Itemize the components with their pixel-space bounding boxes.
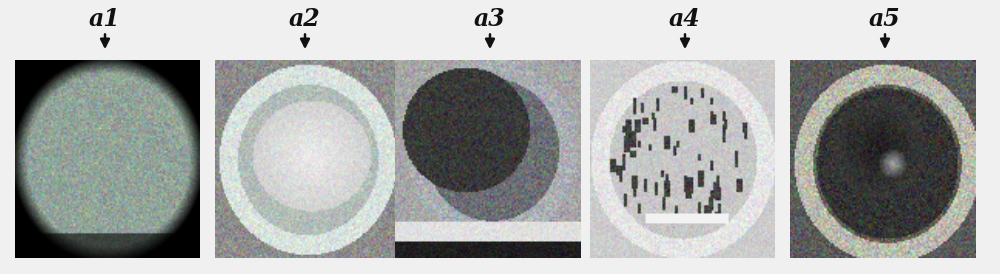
Text: a1: a1 xyxy=(89,7,121,31)
Text: a4: a4 xyxy=(669,7,701,31)
Text: a5: a5 xyxy=(869,7,901,31)
Text: a2: a2 xyxy=(289,7,321,31)
Text: a3: a3 xyxy=(474,7,506,31)
